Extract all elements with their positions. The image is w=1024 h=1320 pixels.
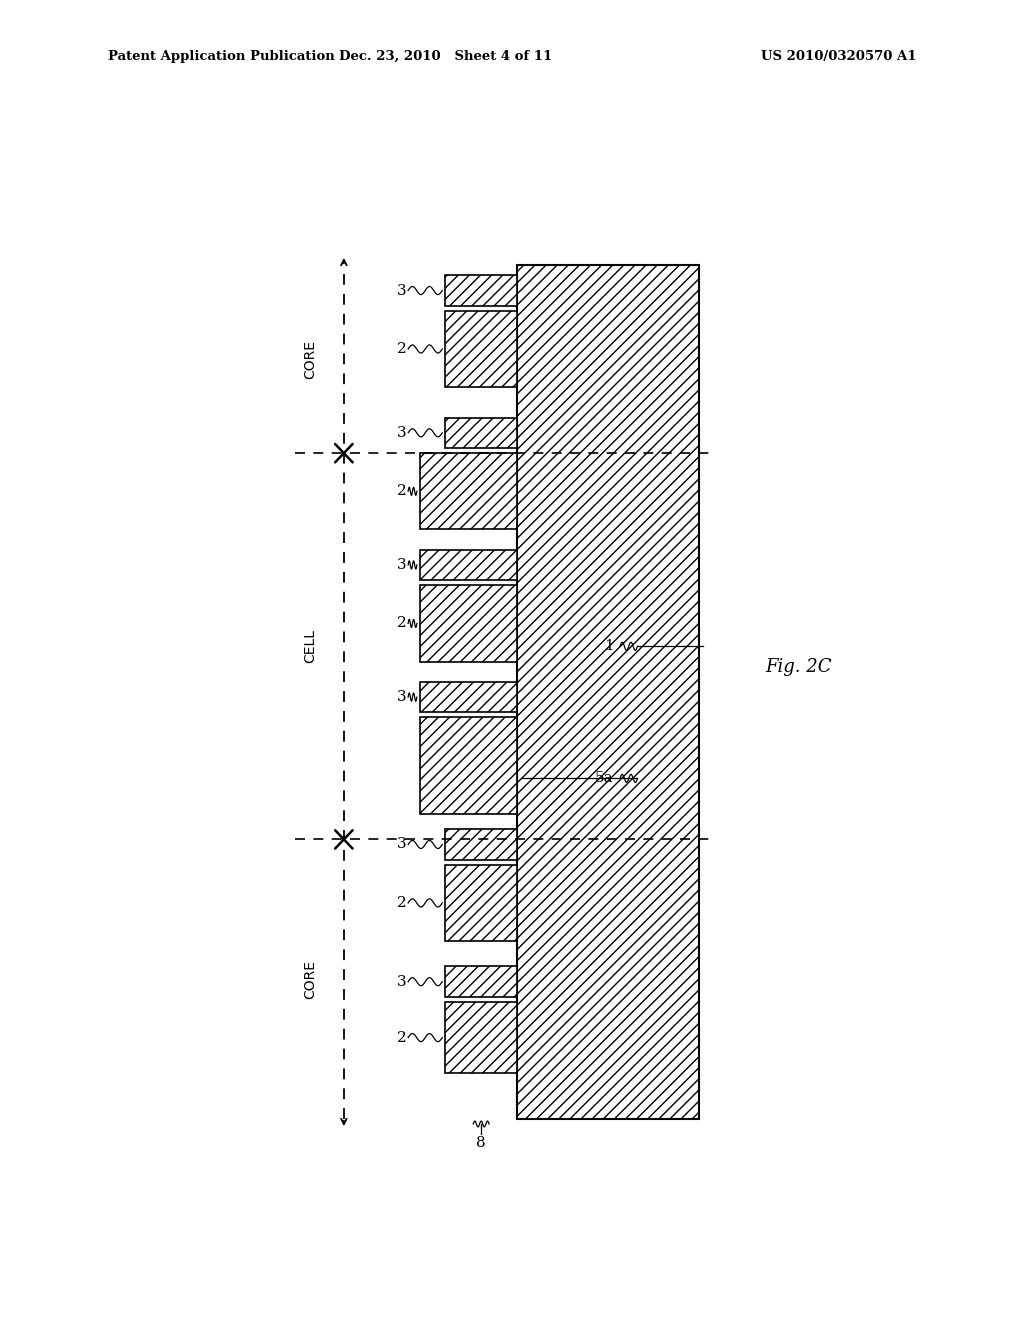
- Text: Dec. 23, 2010   Sheet 4 of 11: Dec. 23, 2010 Sheet 4 of 11: [339, 50, 552, 63]
- Text: 1: 1: [604, 639, 613, 653]
- Bar: [517, 265, 699, 1119]
- Bar: [420, 682, 517, 713]
- Text: CORE: CORE: [303, 960, 317, 999]
- Text: 2: 2: [397, 1031, 407, 1044]
- Bar: [445, 829, 517, 859]
- Bar: [445, 865, 517, 941]
- Bar: [420, 585, 517, 661]
- Text: 8: 8: [476, 1137, 486, 1150]
- Text: 5a: 5a: [595, 771, 613, 785]
- Bar: [445, 276, 517, 306]
- Bar: [445, 312, 517, 387]
- Bar: [420, 453, 517, 529]
- Bar: [420, 718, 517, 814]
- Text: Patent Application Publication: Patent Application Publication: [108, 50, 334, 63]
- Text: 3: 3: [397, 558, 407, 572]
- Text: 2: 2: [397, 896, 407, 909]
- Text: 2: 2: [397, 342, 407, 356]
- Text: CELL: CELL: [303, 630, 317, 663]
- Text: Fig. 2C: Fig. 2C: [765, 657, 831, 676]
- Text: 3: 3: [397, 284, 407, 297]
- Bar: [420, 549, 517, 581]
- Text: 2: 2: [397, 616, 407, 631]
- Text: 3: 3: [397, 974, 407, 989]
- Bar: [445, 417, 517, 447]
- Text: US 2010/0320570 A1: US 2010/0320570 A1: [761, 50, 916, 63]
- Text: 2: 2: [397, 484, 407, 498]
- Text: 3: 3: [397, 837, 407, 851]
- Text: 3: 3: [397, 690, 407, 704]
- Bar: [445, 966, 517, 997]
- Text: 3: 3: [397, 426, 407, 440]
- Text: CORE: CORE: [303, 339, 317, 379]
- Bar: [445, 1002, 517, 1073]
